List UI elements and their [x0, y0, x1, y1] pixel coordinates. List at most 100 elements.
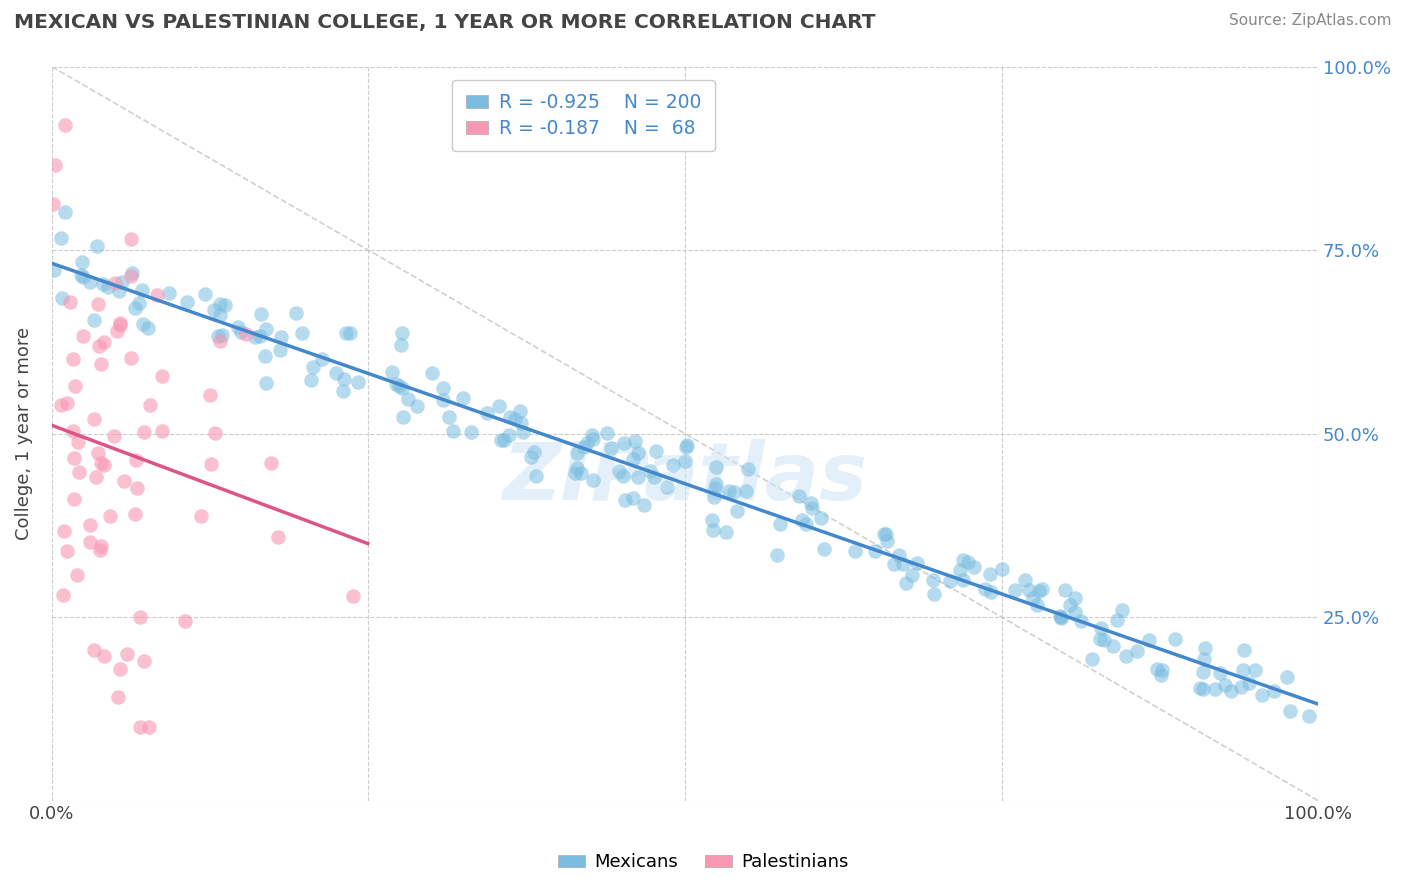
Point [1014, 573, 1036, 587]
Point [110, 317, 132, 331]
Point [581, 428, 603, 442]
Point [124, 301, 146, 316]
Point [207, 328, 229, 343]
Point [675, 440, 697, 454]
Point [581, 473, 603, 487]
Point [432, 393, 454, 408]
Point [1263, 684, 1285, 698]
Point [103, 429, 125, 443]
Point [1049, 610, 1071, 624]
Point [93, 335, 115, 350]
Point [523, 444, 546, 458]
Point [89, 543, 111, 558]
Point [1213, 678, 1236, 692]
Point [63, 451, 86, 466]
Point [98, 509, 121, 524]
Point [291, 326, 314, 340]
Point [766, 548, 789, 562]
Point [146, 288, 169, 302]
Point [51, 588, 73, 602]
Point [735, 484, 758, 499]
Point [84, 470, 107, 484]
Point [939, 574, 962, 588]
Point [1049, 608, 1071, 623]
Point [67, 465, 90, 479]
Point [249, 328, 271, 343]
Point [267, 530, 290, 544]
Point [1279, 704, 1302, 718]
Point [439, 410, 461, 425]
Point [575, 436, 598, 450]
Point [794, 516, 817, 531]
Point [89, 339, 111, 353]
Point [893, 557, 915, 571]
Point [520, 450, 543, 465]
Point [607, 464, 630, 478]
Point [174, 615, 197, 629]
Point [49, 231, 72, 245]
Point [922, 587, 945, 601]
Point [284, 306, 307, 320]
Point [1244, 663, 1267, 677]
Point [104, 277, 127, 291]
Point [662, 458, 685, 472]
Point [97, 279, 120, 293]
Point [388, 378, 411, 392]
Point [1250, 688, 1272, 702]
Point [150, 425, 173, 439]
Point [254, 321, 277, 335]
Point [229, 325, 252, 339]
Point [980, 584, 1002, 599]
Point [596, 425, 619, 440]
Point [1059, 598, 1081, 612]
Point [51, 291, 73, 305]
Point [55, 543, 77, 558]
Point [389, 337, 412, 351]
Point [1050, 611, 1073, 625]
Point [93, 458, 115, 473]
Point [673, 454, 696, 468]
Point [420, 366, 443, 380]
Point [132, 425, 155, 440]
Point [703, 481, 725, 495]
Point [176, 295, 198, 310]
Point [614, 492, 637, 507]
Point [451, 392, 474, 406]
Point [704, 459, 727, 474]
Point [509, 417, 531, 431]
Point [723, 485, 745, 500]
Point [702, 523, 724, 537]
Point [567, 445, 589, 459]
Point [193, 286, 215, 301]
Point [1194, 641, 1216, 656]
Point [1026, 598, 1049, 612]
Point [1004, 583, 1026, 598]
Point [93, 649, 115, 664]
Point [704, 477, 727, 491]
Point [125, 481, 148, 495]
Point [792, 513, 814, 527]
Point [59, 294, 82, 309]
Point [1188, 681, 1211, 695]
Point [789, 490, 811, 504]
Point [108, 284, 131, 298]
Point [564, 466, 586, 480]
Point [1204, 681, 1226, 696]
Point [198, 388, 221, 402]
Point [391, 381, 413, 395]
Point [209, 334, 232, 348]
Point [132, 654, 155, 668]
Point [718, 483, 741, 498]
Point [979, 566, 1001, 581]
Point [138, 320, 160, 334]
Point [1232, 664, 1254, 678]
Point [1090, 632, 1112, 646]
Point [524, 469, 547, 483]
Point [90, 456, 112, 470]
Point [62, 424, 84, 438]
Point [86, 297, 108, 311]
Point [1150, 663, 1173, 677]
Point [112, 474, 135, 488]
Point [79, 535, 101, 549]
Point [53, 524, 76, 538]
